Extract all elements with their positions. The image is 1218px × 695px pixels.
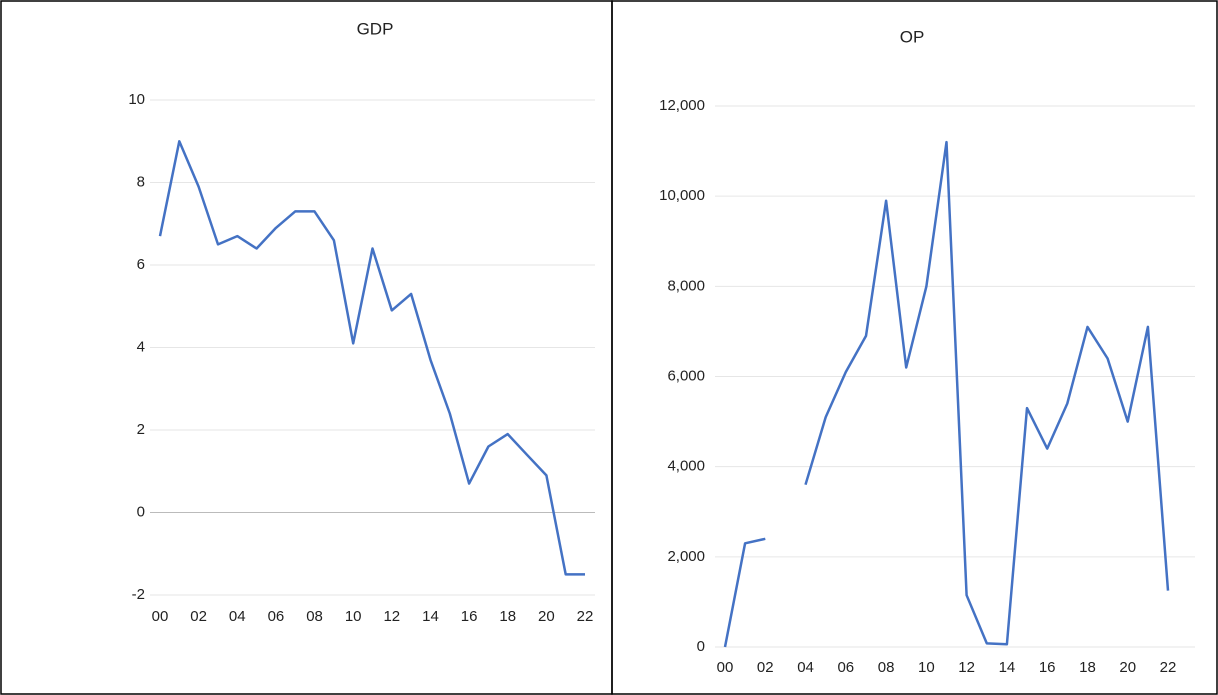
y-tick-label: 2,000 [667,548,705,565]
x-tick-label: 06 [268,608,285,625]
x-tick-label: 12 [958,659,975,676]
panel-border [611,0,1218,695]
x-tick-label: 10 [918,659,935,676]
y-tick-label: 0 [697,638,705,655]
x-tick-label: 18 [1079,659,1096,676]
y-tick-label: -2 [132,586,145,603]
y-tick-label: 8 [137,173,145,190]
y-tick-label: 4,000 [667,458,705,475]
x-tick-label: 06 [837,659,854,676]
x-tick-label: 20 [538,608,555,625]
x-tick-label: 22 [1160,659,1177,676]
x-tick-label: 00 [717,659,734,676]
x-tick-label: 16 [1039,659,1056,676]
x-tick-label: 04 [229,608,246,625]
x-tick-label: 02 [190,608,207,625]
y-tick-label: 10 [128,91,145,108]
x-tick-label: 16 [461,608,478,625]
y-tick-label: 10,000 [659,187,705,204]
x-tick-label: 08 [878,659,895,676]
y-tick-label: 0 [137,503,145,520]
x-tick-label: 08 [306,608,323,625]
y-tick-label: 2 [137,421,145,438]
x-tick-label: 14 [422,608,439,625]
data-line [158,140,585,576]
chart-title: GDP [357,19,394,38]
data-line [723,140,1170,648]
chart-title: OP [900,27,925,46]
x-tick-label: 22 [577,608,594,625]
x-tick-label: 00 [152,608,169,625]
x-tick-label: 14 [999,659,1016,676]
x-tick-label: 20 [1119,659,1136,676]
x-tick-label: 12 [383,608,400,625]
x-tick-label: 04 [797,659,814,676]
x-tick-label: 18 [499,608,516,625]
y-tick-label: 8,000 [667,277,705,294]
y-tick-label: 12,000 [659,97,705,114]
y-tick-label: 4 [137,338,145,355]
x-tick-label: 02 [757,659,774,676]
y-tick-label: 6,000 [667,367,705,384]
y-tick-label: 6 [137,256,145,273]
x-tick-label: 10 [345,608,362,625]
